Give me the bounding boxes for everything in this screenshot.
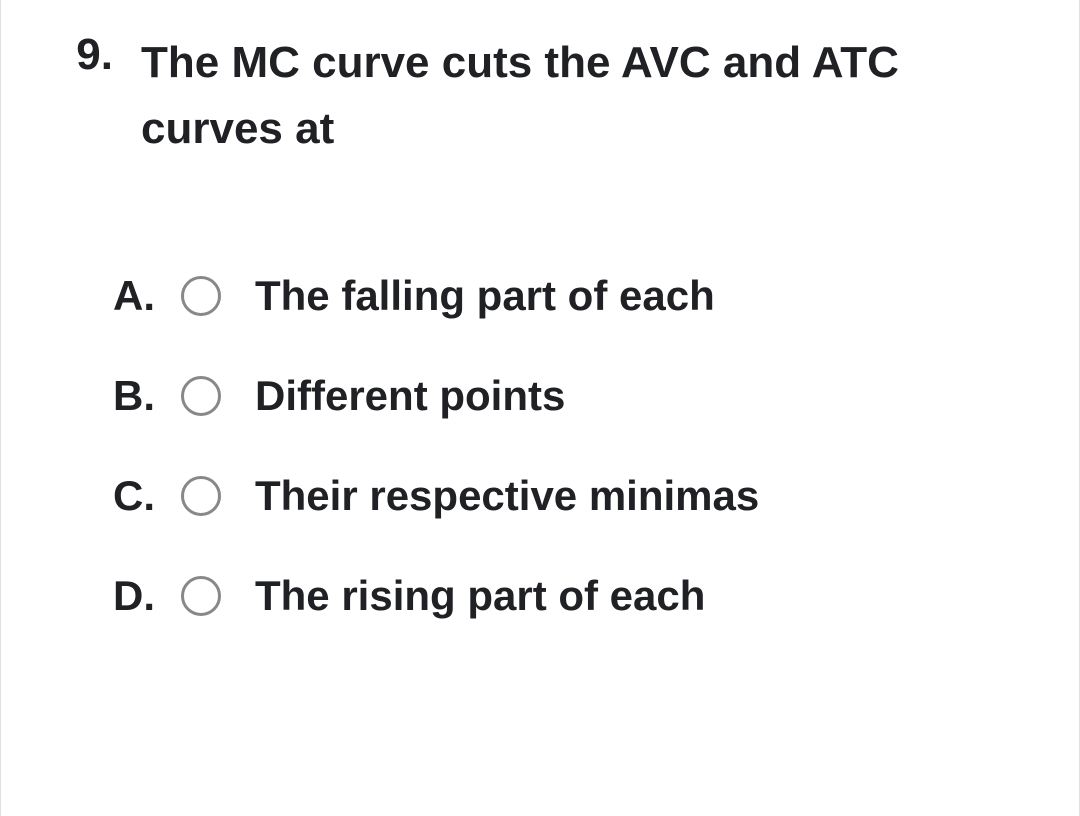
option-text: The rising part of each: [255, 572, 705, 620]
option-a[interactable]: A. The falling part of each: [51, 272, 1029, 320]
radio-icon[interactable]: [181, 276, 221, 316]
radio-icon[interactable]: [181, 476, 221, 516]
option-text: Their respective minimas: [255, 472, 759, 520]
option-d[interactable]: D. The rising part of each: [51, 572, 1029, 620]
question-text: The MC curve cuts the AVC and ATC curves…: [141, 30, 1029, 162]
option-letter: C.: [51, 472, 181, 520]
option-text: Different points: [255, 372, 565, 420]
radio-icon[interactable]: [181, 576, 221, 616]
question-card: 9. The MC curve cuts the AVC and ATC cur…: [0, 0, 1080, 816]
option-b[interactable]: B. Different points: [51, 372, 1029, 420]
radio-icon[interactable]: [181, 376, 221, 416]
question-row: 9. The MC curve cuts the AVC and ATC cur…: [51, 30, 1029, 162]
question-number: 9.: [51, 30, 141, 80]
option-c[interactable]: C. Their respective minimas: [51, 472, 1029, 520]
option-letter: A.: [51, 272, 181, 320]
option-text: The falling part of each: [255, 272, 715, 320]
options-list: A. The falling part of each B. Different…: [51, 272, 1029, 620]
option-letter: D.: [51, 572, 181, 620]
option-letter: B.: [51, 372, 181, 420]
